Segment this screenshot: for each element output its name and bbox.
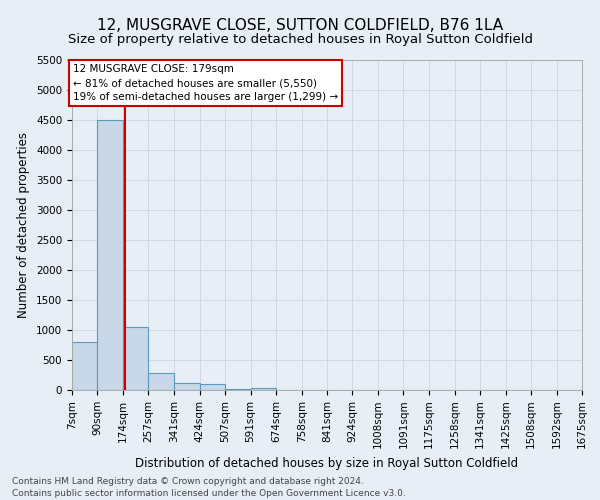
- Text: Size of property relative to detached houses in Royal Sutton Coldfield: Size of property relative to detached ho…: [67, 32, 533, 46]
- Bar: [174, 383, 199, 390]
- Text: Contains HM Land Registry data © Crown copyright and database right 2024.
Contai: Contains HM Land Registry data © Crown c…: [12, 476, 406, 498]
- Bar: [97, 120, 123, 390]
- Bar: [123, 327, 148, 390]
- Bar: [225, 389, 251, 390]
- Bar: [148, 372, 174, 390]
- Y-axis label: Number of detached properties: Number of detached properties: [17, 132, 31, 318]
- Text: 12 MUSGRAVE CLOSE: 179sqm
← 81% of detached houses are smaller (5,550)
19% of se: 12 MUSGRAVE CLOSE: 179sqm ← 81% of detac…: [73, 64, 338, 102]
- Bar: [251, 388, 276, 390]
- X-axis label: Distribution of detached houses by size in Royal Sutton Coldfield: Distribution of detached houses by size …: [136, 457, 518, 470]
- Bar: [199, 384, 225, 390]
- Text: 12, MUSGRAVE CLOSE, SUTTON COLDFIELD, B76 1LA: 12, MUSGRAVE CLOSE, SUTTON COLDFIELD, B7…: [97, 18, 503, 32]
- Bar: [72, 342, 97, 390]
